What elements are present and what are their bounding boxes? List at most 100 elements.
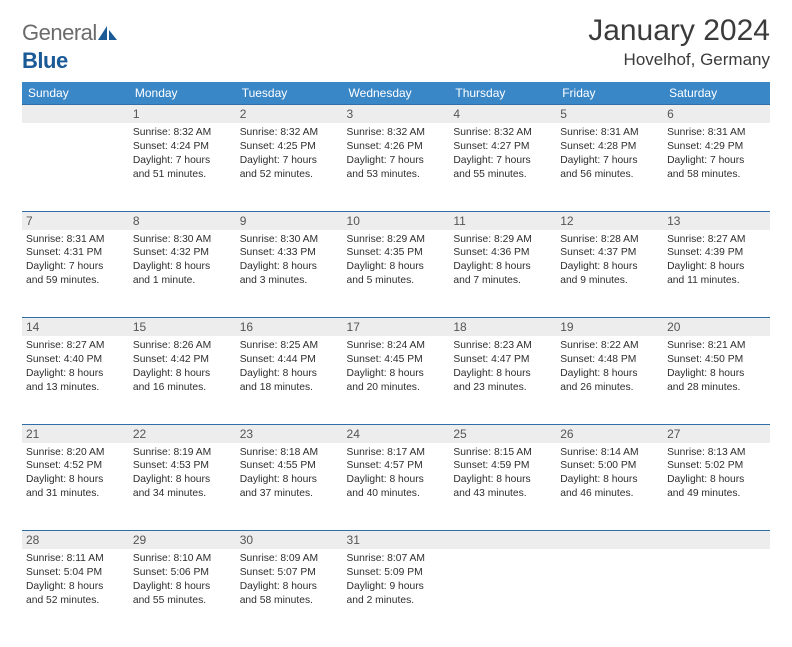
day-number: 24 [347, 427, 446, 441]
day-info-line: and 18 minutes. [240, 381, 339, 395]
day-info-line: and 5 minutes. [347, 274, 446, 288]
day-info-line: and 20 minutes. [347, 381, 446, 395]
day-info-line: Sunset: 5:09 PM [347, 566, 446, 580]
title-block: January 2024 Hovelhof, Germany [588, 14, 770, 70]
day-info-line: Daylight: 8 hours [133, 260, 232, 274]
day-header: Wednesday [343, 82, 450, 105]
day-info-line: Sunset: 4:35 PM [347, 246, 446, 260]
day-cell: Sunrise: 8:32 AMSunset: 4:24 PMDaylight:… [129, 123, 236, 211]
day-number-cell: 27 [663, 424, 770, 443]
day-number-cell: 21 [22, 424, 129, 443]
day-number-cell: 2 [236, 105, 343, 124]
day-cell [663, 549, 770, 637]
day-info-line: Daylight: 9 hours [347, 580, 446, 594]
day-info-line: Sunrise: 8:31 AM [667, 126, 766, 140]
day-info-line: and 52 minutes. [26, 594, 125, 608]
day-info-line: and 40 minutes. [347, 487, 446, 501]
day-info-line: and 49 minutes. [667, 487, 766, 501]
week-row: Sunrise: 8:32 AMSunset: 4:24 PMDaylight:… [22, 123, 770, 211]
header: General Blue January 2024 Hovelhof, Germ… [22, 14, 770, 74]
day-info-line: Daylight: 7 hours [240, 154, 339, 168]
day-cell: Sunrise: 8:29 AMSunset: 4:35 PMDaylight:… [343, 230, 450, 318]
day-cell: Sunrise: 8:10 AMSunset: 5:06 PMDaylight:… [129, 549, 236, 637]
day-info-line: Sunrise: 8:13 AM [667, 446, 766, 460]
day-info-line: Sunrise: 8:27 AM [667, 233, 766, 247]
day-cell: Sunrise: 8:20 AMSunset: 4:52 PMDaylight:… [22, 443, 129, 531]
day-info-line: Sunrise: 8:26 AM [133, 339, 232, 353]
day-cell: Sunrise: 8:23 AMSunset: 4:47 PMDaylight:… [449, 336, 556, 424]
day-cell [449, 549, 556, 637]
day-info-line: Sunrise: 8:29 AM [453, 233, 552, 247]
day-info-line: Sunset: 4:28 PM [560, 140, 659, 154]
day-info-line: and 52 minutes. [240, 168, 339, 182]
day-info-line: Sunrise: 8:20 AM [26, 446, 125, 460]
day-info-line: and 55 minutes. [453, 168, 552, 182]
day-info-line: Daylight: 8 hours [240, 580, 339, 594]
day-info-line: and 43 minutes. [453, 487, 552, 501]
day-number-cell: 30 [236, 531, 343, 550]
day-cell: Sunrise: 8:09 AMSunset: 5:07 PMDaylight:… [236, 549, 343, 637]
day-info-line: Sunset: 4:53 PM [133, 459, 232, 473]
day-cell [556, 549, 663, 637]
day-info-line: and 11 minutes. [667, 274, 766, 288]
day-info-line: and 2 minutes. [347, 594, 446, 608]
day-info-line: Sunrise: 8:23 AM [453, 339, 552, 353]
day-number-cell: 19 [556, 318, 663, 337]
day-number: 17 [347, 320, 446, 334]
day-info-line: Sunset: 4:37 PM [560, 246, 659, 260]
day-info-line: Sunrise: 8:30 AM [240, 233, 339, 247]
day-info-line: Sunset: 5:00 PM [560, 459, 659, 473]
day-info-line: and 7 minutes. [453, 274, 552, 288]
day-number-cell: 13 [663, 211, 770, 230]
week-row: Sunrise: 8:27 AMSunset: 4:40 PMDaylight:… [22, 336, 770, 424]
day-number: 25 [453, 427, 552, 441]
day-info-line: Daylight: 7 hours [667, 154, 766, 168]
day-number: 6 [667, 107, 766, 121]
day-info-line: Sunset: 5:07 PM [240, 566, 339, 580]
day-cell: Sunrise: 8:22 AMSunset: 4:48 PMDaylight:… [556, 336, 663, 424]
day-info-line: Sunset: 4:45 PM [347, 353, 446, 367]
day-cell: Sunrise: 8:26 AMSunset: 4:42 PMDaylight:… [129, 336, 236, 424]
day-number: 16 [240, 320, 339, 334]
logo-text-general: General [22, 20, 97, 45]
day-info-line: Sunset: 4:57 PM [347, 459, 446, 473]
day-number-cell: 1 [129, 105, 236, 124]
day-info-line: and 55 minutes. [133, 594, 232, 608]
day-number: 20 [667, 320, 766, 334]
day-info-line: and 1 minute. [133, 274, 232, 288]
day-number: 21 [26, 427, 125, 441]
day-cell: Sunrise: 8:31 AMSunset: 4:31 PMDaylight:… [22, 230, 129, 318]
day-number-cell: 8 [129, 211, 236, 230]
calendar-body: 123456Sunrise: 8:32 AMSunset: 4:24 PMDay… [22, 105, 770, 638]
day-number: 3 [347, 107, 446, 121]
day-info-line: Daylight: 8 hours [560, 367, 659, 381]
day-number-cell: 5 [556, 105, 663, 124]
day-number-cell: 6 [663, 105, 770, 124]
logo: General Blue [22, 14, 118, 74]
day-info-line: Sunrise: 8:32 AM [347, 126, 446, 140]
day-info-line: Daylight: 8 hours [347, 260, 446, 274]
calendar-table: SundayMondayTuesdayWednesdayThursdayFrid… [22, 82, 770, 637]
day-info-line: and 28 minutes. [667, 381, 766, 395]
day-header: Friday [556, 82, 663, 105]
day-info-line: Sunrise: 8:09 AM [240, 552, 339, 566]
day-info-line: Sunset: 4:50 PM [667, 353, 766, 367]
day-cell [22, 123, 129, 211]
day-info-line: Daylight: 8 hours [560, 473, 659, 487]
day-info-line: Sunset: 5:06 PM [133, 566, 232, 580]
day-cell: Sunrise: 8:17 AMSunset: 4:57 PMDaylight:… [343, 443, 450, 531]
day-info-line: Daylight: 8 hours [667, 260, 766, 274]
day-number-cell: 11 [449, 211, 556, 230]
day-info-line: Daylight: 8 hours [347, 367, 446, 381]
day-number: 10 [347, 214, 446, 228]
daynum-row: 28293031 [22, 531, 770, 550]
day-info-line: Sunrise: 8:32 AM [453, 126, 552, 140]
day-info-line: Daylight: 8 hours [240, 473, 339, 487]
day-info-line: Daylight: 8 hours [133, 580, 232, 594]
day-info-line: and 46 minutes. [560, 487, 659, 501]
day-cell: Sunrise: 8:32 AMSunset: 4:25 PMDaylight:… [236, 123, 343, 211]
day-info-line: Sunset: 4:59 PM [453, 459, 552, 473]
day-number: 14 [26, 320, 125, 334]
day-number: 28 [26, 533, 125, 547]
day-info-line: Sunrise: 8:29 AM [347, 233, 446, 247]
